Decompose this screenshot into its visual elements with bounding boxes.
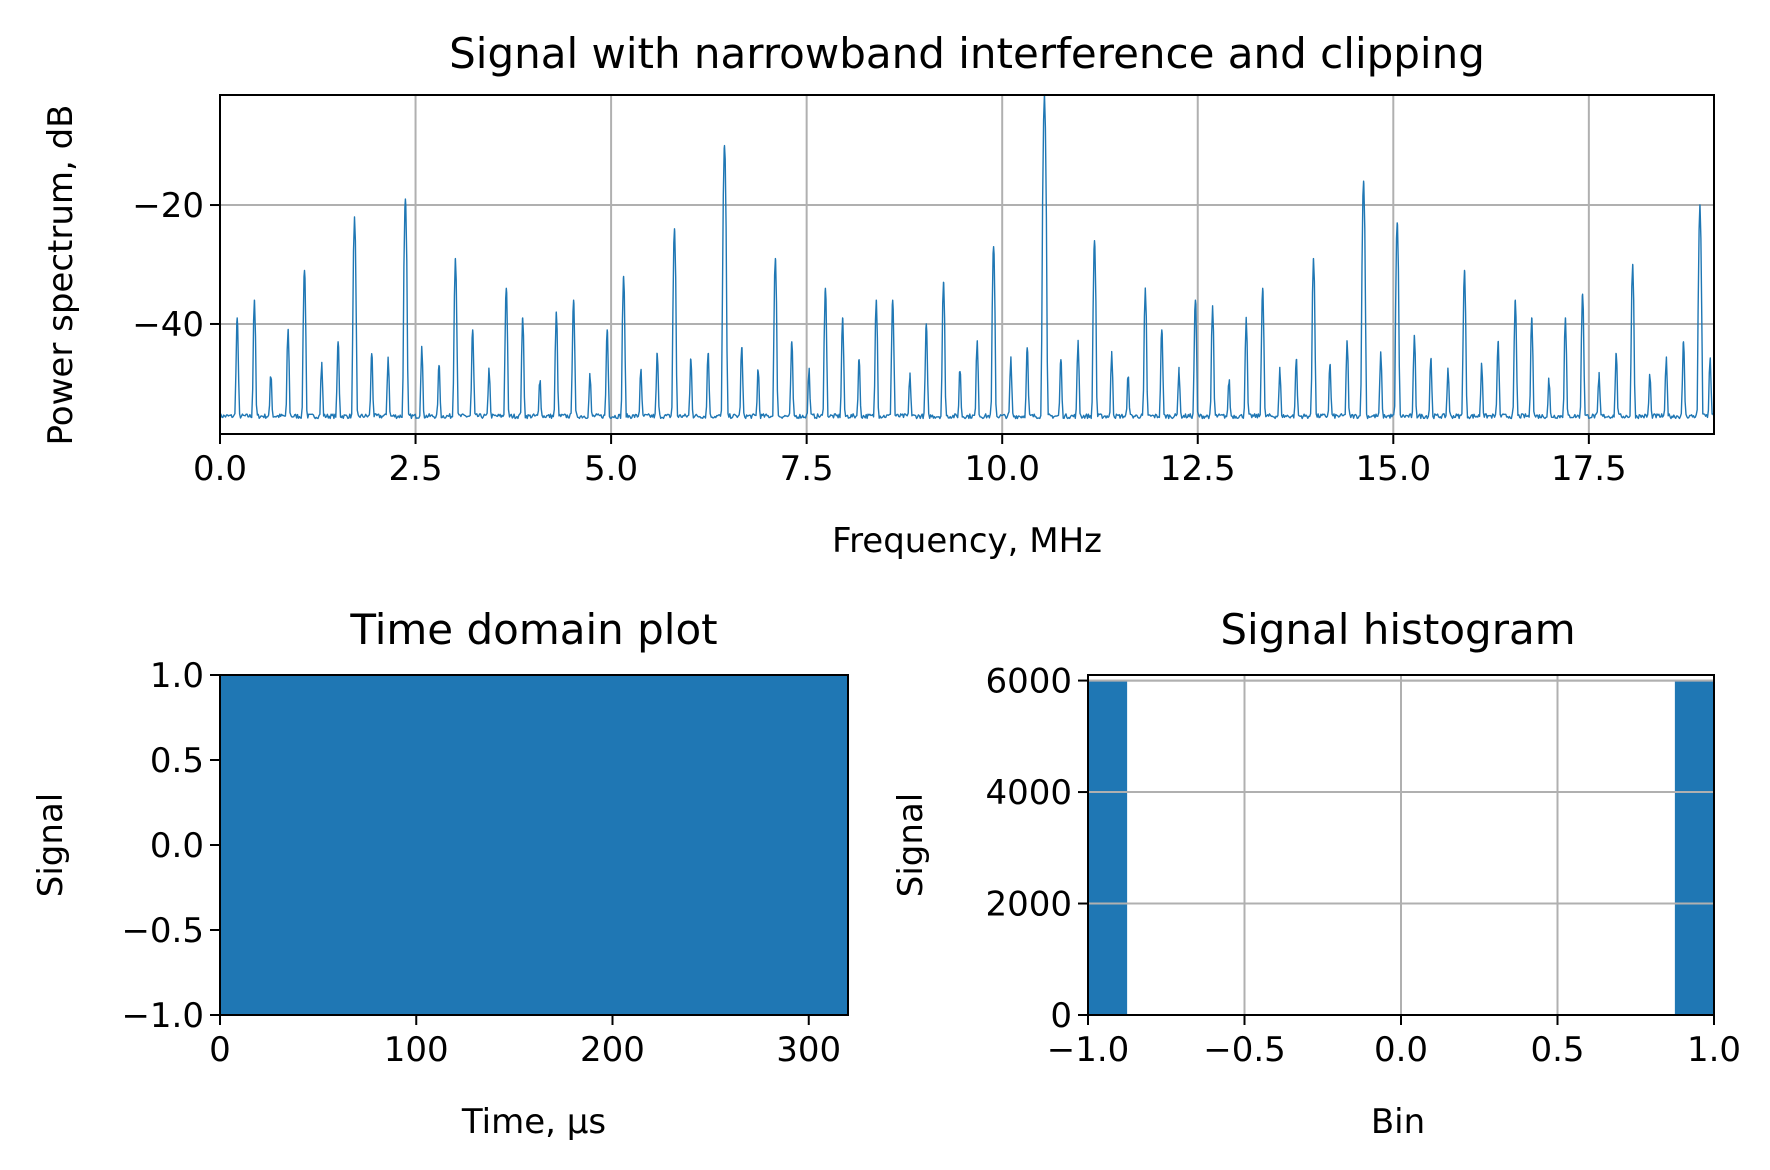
1-x-tick-label: 300: [776, 1030, 841, 1070]
0-x-tick-label: 5.0: [584, 449, 638, 489]
2-x-tick-label: 0.5: [1530, 1030, 1584, 1070]
time-signal-fill: [220, 675, 848, 1015]
spectrum-axes-frame: [219, 94, 1715, 435]
spectrum-y-ticks: −20 −40: [132, 186, 220, 345]
2-y-tick-label: 6000: [985, 662, 1072, 702]
spectrum-chart: 0.0 2.5 5.0 7.5 10.0 12.5 15.0 17.5 −20 −40 Sign…: [41, 29, 1715, 561]
1-x-tick-label: 200: [580, 1030, 645, 1070]
time-domain-chart: 0 100 200 300 1.0 0.5 0.0 −0.5 −1.0 Time domain…: [31, 605, 849, 1142]
histogram-y-ticks: 0 2000 4000 6000: [985, 662, 1088, 1036]
2-x-tick-label: 0.0: [1374, 1030, 1428, 1070]
spectrum-grid: [220, 95, 1714, 434]
0-x-tick-label: 0.0: [193, 449, 247, 489]
0-x-tick-label: 17.5: [1551, 449, 1627, 489]
2-x-tick-label: 1.0: [1687, 1030, 1741, 1070]
histogram-title: Signal histogram: [1220, 605, 1575, 654]
histogram-bars: [1088, 679, 1714, 1015]
spectrum-y-label: Power spectrum, dB: [41, 104, 81, 445]
1-x-tick-label: 0: [209, 1030, 231, 1070]
histogram-chart: −1.0 −0.5 0.0 0.5 1.0 0 2000 4000 6000 Signal h…: [891, 605, 1741, 1142]
time-x-label: Time, µs: [461, 1102, 606, 1142]
0-x-tick-label: 10.0: [964, 449, 1040, 489]
time-x-ticks: 0 100 200 300: [209, 1015, 841, 1070]
2-y-tick-label: 4000: [985, 773, 1072, 813]
time-y-ticks: 1.0 0.5 0.0 −0.5 −1.0: [121, 656, 220, 1036]
histogram-x-ticks: −1.0 −0.5 0.0 0.5 1.0: [1047, 1015, 1741, 1070]
1-y-tick-label: −1.0: [121, 996, 204, 1036]
1-y-tick-label: 1.0: [150, 656, 204, 696]
0-x-tick-label: 7.5: [780, 449, 834, 489]
time-title: Time domain plot: [349, 605, 717, 654]
0-y-tick-label: −40: [132, 305, 204, 345]
0-x-tick-label: 2.5: [389, 449, 443, 489]
spectrum-line: [219, 94, 1715, 420]
spectrum-title: Signal with narrowband interference and …: [449, 29, 1485, 78]
2-x-tick-label: −0.5: [1203, 1030, 1286, 1070]
0-y-tick-label: −20: [132, 186, 204, 226]
spectrum-series: [219, 94, 1715, 420]
1-y-tick-label: 0.0: [150, 826, 204, 866]
histogram-x-label: Bin: [1371, 1102, 1425, 1142]
2-y-tick-label: 0: [1050, 996, 1072, 1036]
spectrum-x-ticks: 0.0 2.5 5.0 7.5 10.0 12.5 15.0 17.5: [193, 434, 1627, 489]
0-x-tick-label: 12.5: [1160, 449, 1236, 489]
0-x-tick-label: 15.0: [1355, 449, 1431, 489]
histogram-bar: [1674, 680, 1714, 1015]
time-y-label: Signal: [31, 793, 71, 897]
histogram-bar: [1088, 680, 1128, 1015]
2-y-tick-label: 2000: [985, 885, 1072, 925]
1-y-tick-label: −0.5: [121, 911, 204, 951]
1-y-tick-label: 0.5: [150, 741, 204, 781]
spectrum-x-label: Frequency, MHz: [832, 521, 1102, 561]
histogram-y-label: Signal: [891, 793, 931, 897]
1-x-tick-label: 100: [384, 1030, 449, 1070]
2-x-tick-label: −1.0: [1047, 1030, 1130, 1070]
